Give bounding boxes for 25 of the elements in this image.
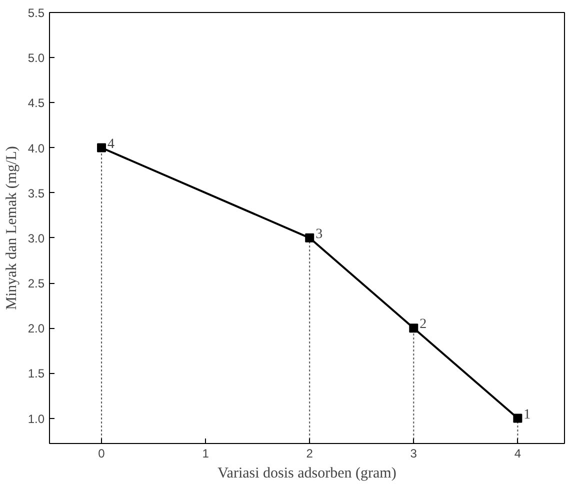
data-label: 3 bbox=[316, 226, 323, 242]
y-axis-title: Minyak dan Lemak (mg/L) bbox=[4, 146, 20, 310]
point bbox=[409, 324, 418, 333]
y-tick-label: 1.0 bbox=[28, 412, 45, 426]
y-tick-label: 3.0 bbox=[28, 231, 45, 246]
y-tick-label: 5.0 bbox=[28, 51, 45, 66]
x-tick-label: 4 bbox=[514, 446, 522, 460]
y-tick-label: 4.0 bbox=[28, 141, 45, 156]
point bbox=[513, 414, 522, 423]
y-tick-label: 2.5 bbox=[28, 276, 45, 290]
data-label: 4 bbox=[108, 136, 115, 152]
y-tick-label: 3.5 bbox=[28, 186, 45, 200]
x-tick-label: 2 bbox=[306, 446, 314, 460]
x-tick-label: 1 bbox=[202, 446, 210, 460]
y-tick-label: 1.5 bbox=[28, 366, 45, 381]
data-label: 2 bbox=[420, 317, 427, 332]
x-axis-title: Variasi dosis adsorben (gram) bbox=[218, 466, 396, 482]
point bbox=[97, 143, 106, 152]
x-tick-label: 3 bbox=[410, 446, 418, 460]
x-tick-label: 0 bbox=[98, 446, 106, 460]
data-label: 1 bbox=[524, 407, 531, 422]
y-tick-label: 2.0 bbox=[28, 322, 45, 336]
y-tick-label: 4.5 bbox=[28, 96, 45, 110]
point bbox=[305, 233, 314, 242]
y-tick-label: 5.5 bbox=[28, 6, 45, 20]
